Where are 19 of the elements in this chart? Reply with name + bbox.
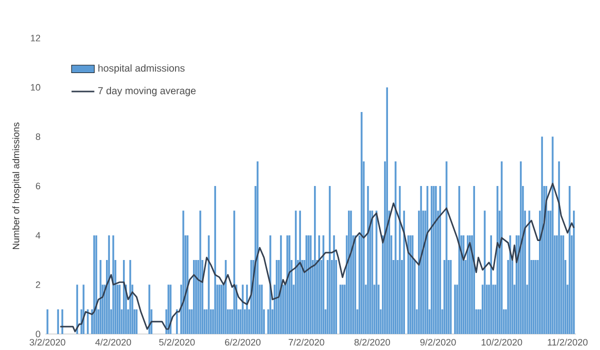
x-tick-label: 8/2/2020 <box>354 338 390 346</box>
y-axis-title: Number of hospital admissions <box>12 122 22 250</box>
legend-label: 7 day moving average <box>98 86 196 96</box>
x-tick-label: 3/2/2020 <box>30 338 66 346</box>
y-tick-label: 8 <box>36 133 40 140</box>
y-tick-label: 10 <box>30 84 40 91</box>
x-tick-label: 10/2/2020 <box>482 338 522 346</box>
y-tick-label: 0 <box>36 330 40 338</box>
x-tick-label: 7/2/2020 <box>288 338 324 346</box>
x-tick-label: 5/2/2020 <box>159 338 195 346</box>
y-tick-label: 4 <box>36 232 40 239</box>
x-tick-label: 11/2/2020 <box>548 338 588 346</box>
y-tick-label: 2 <box>36 281 40 288</box>
y-tick-label: 6 <box>36 182 40 190</box>
x-tick-label: 4/2/2020 <box>95 338 132 346</box>
legend-label: hospital admissions <box>98 64 185 74</box>
x-tick-label: 6/2/2020 <box>225 338 261 346</box>
y-tick-label: 12 <box>30 34 40 42</box>
x-tick-label: 9/2/2020 <box>420 338 456 346</box>
